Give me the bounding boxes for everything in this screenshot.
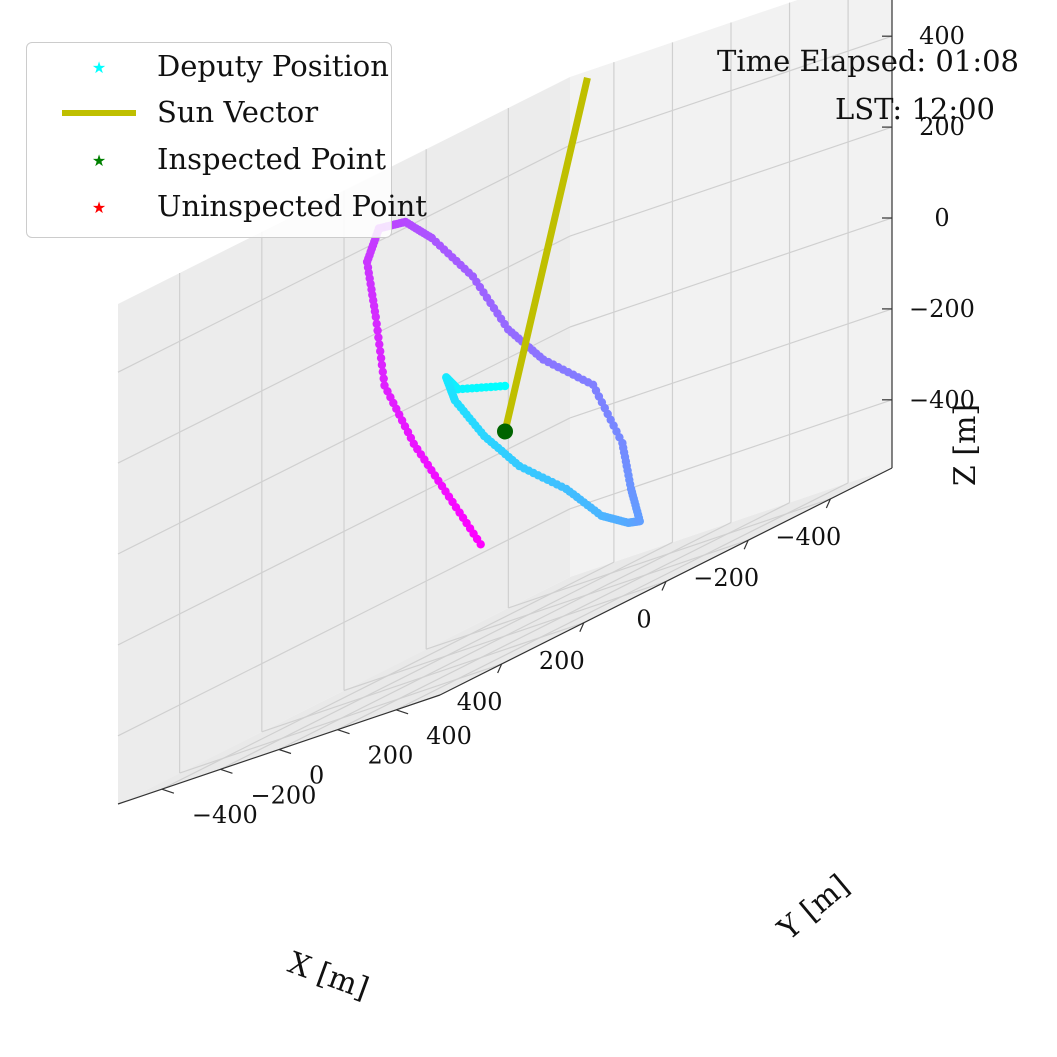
y-tick-label: 0 xyxy=(309,762,324,790)
deputy-position-point xyxy=(371,312,380,322)
x-tick-label: 400 xyxy=(457,688,503,716)
y-tick-label: 400 xyxy=(426,722,472,750)
x-tick xyxy=(579,622,585,633)
legend-item-uninspected: ★ Uninspected Point xyxy=(27,185,427,229)
z-tick-label: 0 xyxy=(934,204,949,232)
deputy-position-point xyxy=(373,326,382,335)
cyan-star-icon: ★ xyxy=(91,57,107,77)
grid-line xyxy=(395,482,849,711)
x-tick-label: 200 xyxy=(539,647,585,675)
data-marks xyxy=(362,77,644,549)
deputy-position-point xyxy=(476,540,485,549)
y-tick-label: −400 xyxy=(192,801,258,829)
x-tick xyxy=(497,663,503,674)
deputy-position-point xyxy=(372,319,381,328)
y-tick-label: −200 xyxy=(250,781,316,809)
x-tick-label: −200 xyxy=(693,564,759,592)
deputy-position-point xyxy=(378,367,387,376)
x-axis-label: X [m] xyxy=(283,945,373,1006)
grid-line xyxy=(179,663,502,774)
legend-item-deputy: ★ Deputy Position xyxy=(27,45,391,89)
y-tick xyxy=(220,768,233,774)
y-axis-label: Y [m] xyxy=(771,868,856,948)
legend-label-inspected: Inspected Point xyxy=(157,142,386,176)
legend-label-deputy: Deputy Position xyxy=(157,49,389,83)
grid-line xyxy=(117,326,571,555)
deputy-position-point xyxy=(375,340,384,349)
grid-line xyxy=(261,622,585,733)
z-tick-label: 400 xyxy=(919,22,965,50)
inspected-point xyxy=(497,423,513,440)
z-axis-label: Z [m] xyxy=(948,404,983,486)
grid-line xyxy=(343,580,667,692)
legend-label-sun: Sun Vector xyxy=(157,95,319,129)
y-tick xyxy=(395,709,409,715)
z-tick-label: −400 xyxy=(909,386,975,414)
grid-line xyxy=(569,217,893,328)
grid-line xyxy=(117,235,571,464)
x-tick xyxy=(661,581,667,591)
grid-lines xyxy=(117,0,893,790)
sun-vector-line xyxy=(501,77,591,433)
y-tick xyxy=(337,729,350,735)
deputy-position-point xyxy=(379,374,388,383)
z-tick-label: −200 xyxy=(909,295,975,323)
x-tick xyxy=(825,498,831,509)
sun-vector-line-icon xyxy=(57,103,141,123)
lst-text: LST: 12:00 xyxy=(835,92,995,126)
legend-item-sun: Sun Vector xyxy=(27,91,391,135)
x-tick xyxy=(743,539,749,550)
legend-label-uninspected: Uninspected Point xyxy=(157,189,427,223)
y-tick-label: 200 xyxy=(368,742,414,770)
deputy-position-point xyxy=(376,353,386,363)
time-elapsed-text: Time Elapsed: 01:08 xyxy=(717,44,1019,78)
legend-item-inspected: ★ Inspected Point xyxy=(27,138,391,182)
grid-line xyxy=(569,35,893,146)
y-tick xyxy=(161,788,175,794)
grid-line xyxy=(117,144,571,373)
axis-ticks xyxy=(161,35,892,794)
x-tick-label: −400 xyxy=(775,523,841,551)
z-tick-label: 200 xyxy=(919,113,965,141)
deputy-position-point xyxy=(374,333,383,342)
deputy-position-point xyxy=(377,360,387,370)
green-star-icon: ★ xyxy=(91,150,107,170)
x-tick-label: 0 xyxy=(636,606,651,634)
grid-line xyxy=(337,502,790,731)
y-tick xyxy=(278,748,292,755)
deputy-position-point xyxy=(376,347,385,356)
grid-line xyxy=(569,126,893,237)
red-star-icon: ★ xyxy=(91,197,107,217)
legend: ★ Deputy Position Sun Vector ★ Inspected… xyxy=(26,42,427,238)
